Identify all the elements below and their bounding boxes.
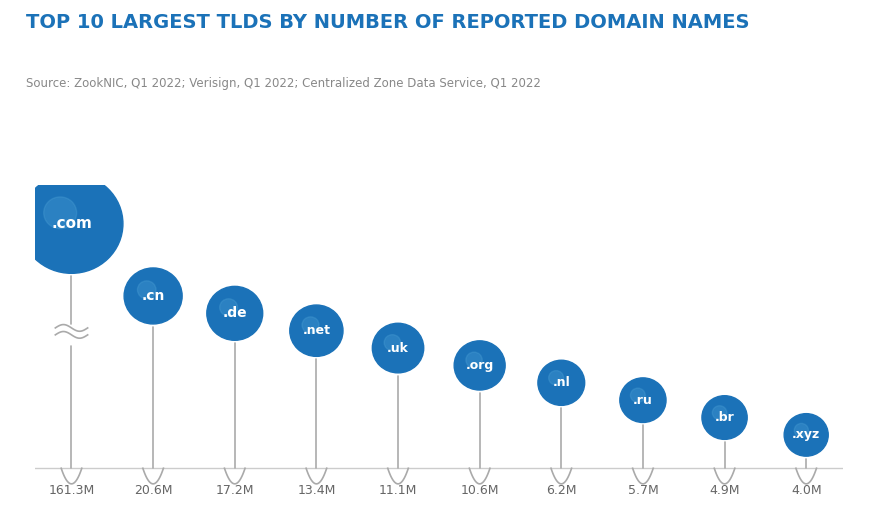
Ellipse shape bbox=[207, 286, 262, 340]
Ellipse shape bbox=[538, 360, 585, 406]
Ellipse shape bbox=[220, 299, 237, 316]
Ellipse shape bbox=[124, 268, 182, 324]
Text: .org: .org bbox=[466, 359, 494, 372]
Ellipse shape bbox=[372, 323, 424, 373]
Ellipse shape bbox=[20, 174, 123, 274]
Text: 20.6M: 20.6M bbox=[134, 484, 172, 496]
Text: .xyz: .xyz bbox=[792, 428, 820, 441]
Text: .net: .net bbox=[302, 324, 330, 337]
Ellipse shape bbox=[620, 378, 666, 422]
Text: .cn: .cn bbox=[142, 289, 165, 303]
Text: 13.4M: 13.4M bbox=[297, 484, 335, 496]
Text: .uk: .uk bbox=[387, 342, 409, 355]
Text: .nl: .nl bbox=[553, 376, 570, 389]
Text: .ru: .ru bbox=[633, 394, 653, 407]
Ellipse shape bbox=[384, 335, 401, 351]
Text: 161.3M: 161.3M bbox=[49, 484, 95, 496]
Ellipse shape bbox=[466, 352, 482, 368]
Ellipse shape bbox=[702, 395, 747, 439]
Ellipse shape bbox=[43, 197, 76, 229]
Text: 4.9M: 4.9M bbox=[709, 484, 740, 496]
Ellipse shape bbox=[289, 305, 343, 356]
Ellipse shape bbox=[454, 341, 505, 390]
Text: 6.2M: 6.2M bbox=[546, 484, 576, 496]
Text: 4.0M: 4.0M bbox=[791, 484, 821, 496]
Text: 5.7M: 5.7M bbox=[627, 484, 659, 496]
Ellipse shape bbox=[713, 406, 726, 420]
Text: Source: ZookNIC, Q1 2022; Verisign, Q1 2022; Centralized Zone Data Service, Q1 2: Source: ZookNIC, Q1 2022; Verisign, Q1 2… bbox=[26, 77, 541, 90]
Text: TOP 10 LARGEST TLDS BY NUMBER OF REPORTED DOMAIN NAMES: TOP 10 LARGEST TLDS BY NUMBER OF REPORTE… bbox=[26, 13, 750, 32]
Text: .br: .br bbox=[714, 411, 734, 424]
Text: .com: .com bbox=[51, 216, 92, 231]
Ellipse shape bbox=[137, 281, 156, 299]
Ellipse shape bbox=[630, 388, 646, 402]
Ellipse shape bbox=[784, 413, 828, 456]
Ellipse shape bbox=[302, 317, 319, 333]
Ellipse shape bbox=[794, 423, 808, 437]
Ellipse shape bbox=[548, 371, 564, 385]
Text: 10.6M: 10.6M bbox=[461, 484, 499, 496]
Text: 17.2M: 17.2M bbox=[216, 484, 254, 496]
Text: .de: .de bbox=[222, 306, 247, 320]
Text: 11.1M: 11.1M bbox=[379, 484, 417, 496]
